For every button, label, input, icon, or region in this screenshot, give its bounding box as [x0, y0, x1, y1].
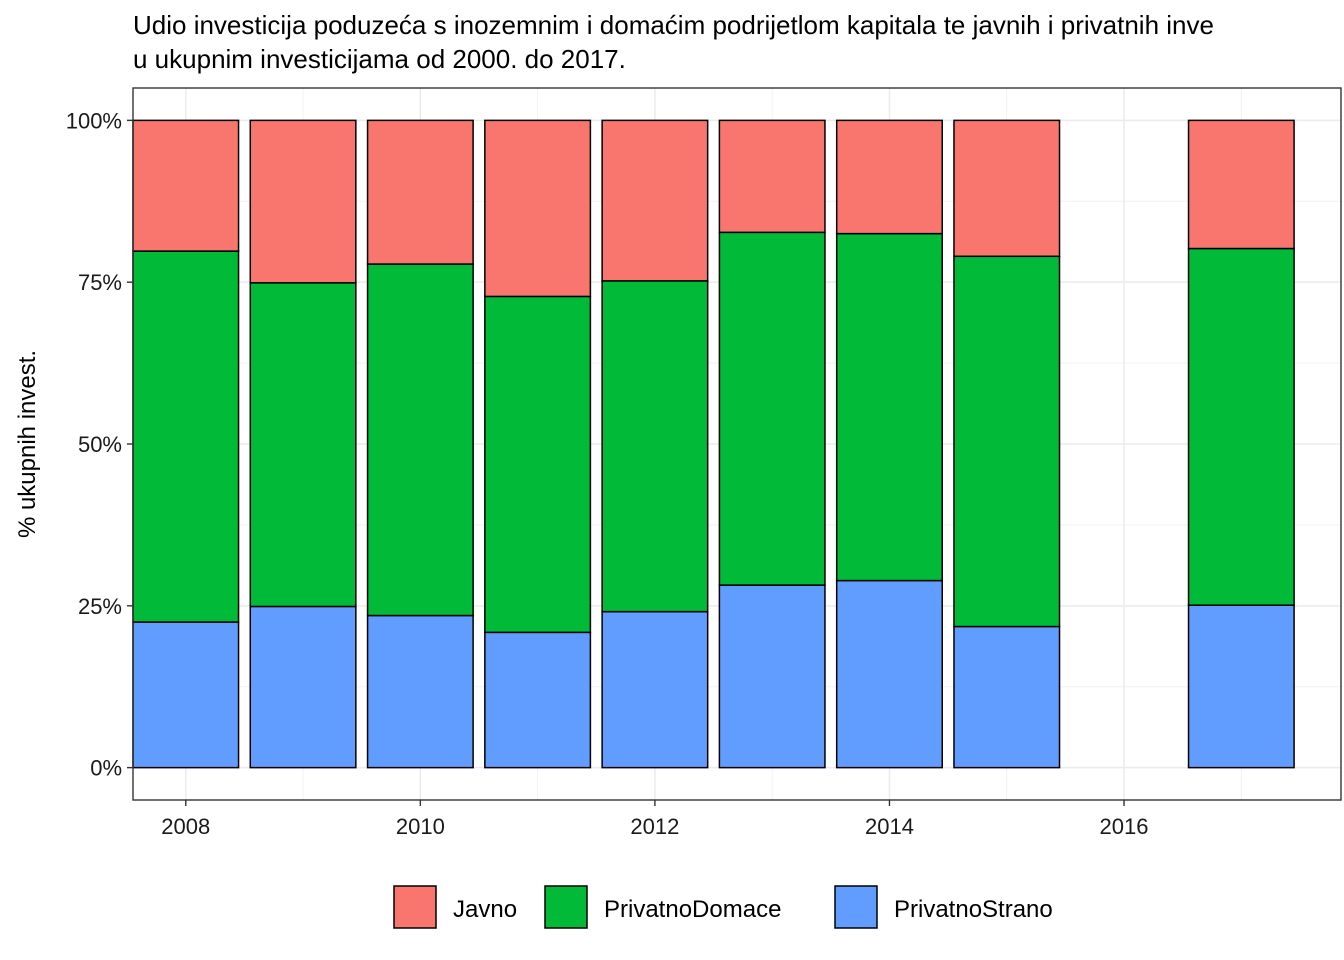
bar-PrivatnoDomace-2012: [601, 280, 709, 613]
bar-PrivatnoDomace-2015: [953, 255, 1061, 628]
bar-PrivatnoStrano-2014: [835, 579, 943, 769]
bar-PrivatnoStrano-2010: [366, 614, 474, 769]
legend-key-PrivatnoStrano: [834, 885, 878, 929]
y-tick-label: 50%: [78, 432, 122, 457]
legend-label-PrivatnoDomace: PrivatnoDomace: [604, 896, 781, 923]
legend: Javno PrivatnoDomace PrivatnoStrano: [393, 885, 1053, 929]
legend-key-PrivatnoDomace: [544, 885, 588, 929]
bar-Javno-2008: [132, 119, 240, 252]
bar-PrivatnoStrano-2017: [1187, 604, 1295, 769]
bar-Javno-2015: [953, 119, 1061, 258]
x-tick-label: 2010: [396, 814, 445, 839]
bar-PrivatnoDomace-2017: [1187, 247, 1295, 606]
bar-PrivatnoStrano-2008: [132, 621, 240, 769]
bar-PrivatnoDomace-2009: [249, 282, 357, 608]
chart-title-line-1: Udio investicija poduzeća s inozemnim i …: [133, 10, 1214, 40]
bar-Javno-2014: [835, 119, 943, 235]
bar-PrivatnoDomace-2011: [484, 295, 592, 634]
bar-PrivatnoStrano-2015: [953, 625, 1061, 769]
bar-Javno-2010: [366, 119, 474, 265]
x-axis: 2008 2010 2012 2014 2016: [161, 800, 1149, 839]
y-axis: 0% 25% 50% 75% 100%: [66, 108, 133, 781]
bar-Javno-2017: [1187, 119, 1295, 250]
legend-key-Javno: [393, 885, 437, 929]
legend-label-Javno: Javno: [453, 896, 517, 923]
bar-PrivatnoDomace-2010: [366, 263, 474, 617]
legend-label-PrivatnoStrano: PrivatnoStrano: [894, 896, 1053, 923]
bar-Javno-2009: [249, 119, 357, 284]
x-tick-label: 2012: [630, 814, 679, 839]
x-tick-label: 2014: [865, 814, 914, 839]
y-tick-label: 0%: [90, 756, 122, 781]
bar-PrivatnoDomace-2013: [718, 231, 826, 586]
x-tick-label: 2016: [1100, 814, 1149, 839]
bar-PrivatnoDomace-2008: [132, 250, 240, 623]
bar-PrivatnoStrano-2013: [718, 584, 826, 769]
bar-PrivatnoStrano-2011: [484, 631, 592, 769]
bar-Javno-2011: [484, 119, 592, 298]
bar-PrivatnoStrano-2012: [601, 610, 709, 769]
bars: [132, 119, 1295, 769]
y-axis-label: % ukupnih invest.: [14, 350, 41, 538]
chart-title-line-2: u ukupnim investicijama od 2000. do 2017…: [133, 44, 626, 74]
bar-Javno-2012: [601, 119, 709, 282]
bar-PrivatnoStrano-2009: [249, 605, 357, 769]
x-tick-label: 2008: [161, 814, 210, 839]
bar-PrivatnoDomace-2014: [835, 232, 943, 582]
y-tick-label: 100%: [66, 108, 122, 133]
y-tick-label: 75%: [78, 270, 122, 295]
y-tick-label: 25%: [78, 594, 122, 619]
bar-Javno-2013: [718, 119, 826, 234]
